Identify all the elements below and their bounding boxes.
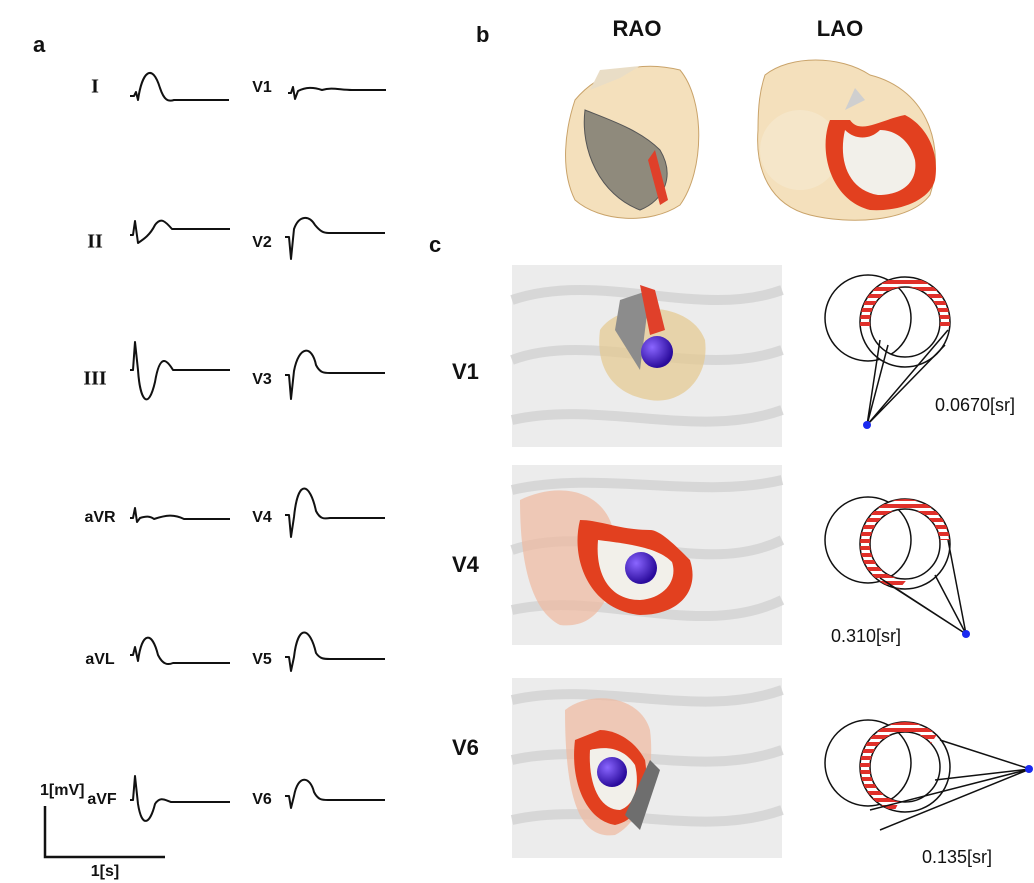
ecg-wave <box>288 87 386 99</box>
scale-voltage: 1[mV] <box>40 782 84 799</box>
torso-view-v1 <box>512 265 782 447</box>
row-lead: V1 <box>452 359 479 384</box>
panel-label: c <box>429 232 441 257</box>
scale-time: 1[s] <box>91 863 119 880</box>
solid-angle: 0.0670[sr] <box>935 395 1015 415</box>
row-lead: V4 <box>452 552 480 577</box>
ecg-wave <box>130 508 230 522</box>
solid-angle-diagram-v1 <box>825 275 950 429</box>
ecg-wave <box>130 73 229 101</box>
precordial-lead-labels: V1 V2 V3 V4 V5 V6 <box>252 79 272 808</box>
heart-lao <box>758 60 936 220</box>
lead-label: II <box>87 231 103 253</box>
solid-angle: 0.135[sr] <box>922 847 992 867</box>
ecg-wave <box>285 351 385 399</box>
lead-label: V4 <box>252 509 272 526</box>
ecg-wave <box>130 776 230 821</box>
torso-view-v6 <box>512 678 782 858</box>
ecg-wave <box>285 489 385 538</box>
lead-label: V5 <box>252 651 272 668</box>
view-label: RAO <box>613 16 662 41</box>
view-label: LAO <box>817 16 863 41</box>
row-lead: V6 <box>452 735 479 760</box>
scale-bar <box>45 806 165 857</box>
ecg-wave <box>285 633 385 672</box>
ecg-wave <box>130 221 230 243</box>
figure: a I II III aVR aVL aVF V1 V2 V3 V4 V5 V6… <box>0 0 1034 883</box>
ecg-wave <box>285 218 385 259</box>
heart-rao <box>566 66 699 218</box>
limb-lead-labels: I II III aVR aVL aVF <box>83 76 117 809</box>
lead-label: aVF <box>87 791 117 808</box>
lead-label: aVL <box>85 651 115 668</box>
lead-label: III <box>83 368 107 390</box>
solid-angle-diagram-v4 <box>825 497 970 638</box>
solid-angle-diagram-v6 <box>825 720 1033 830</box>
panel-label: a <box>33 32 46 57</box>
lead-label: aVR <box>84 509 116 526</box>
ecg-waves <box>130 73 386 821</box>
lead-label: I <box>91 76 99 98</box>
ecg-wave <box>285 780 385 808</box>
lead-label: V6 <box>252 791 272 808</box>
torso-view-v4 <box>512 465 782 645</box>
ecg-wave <box>130 342 230 399</box>
solid-angle: 0.310[sr] <box>831 626 901 646</box>
lead-label: V1 <box>252 79 272 96</box>
ecg-wave <box>130 638 230 664</box>
lead-label: V2 <box>252 234 272 251</box>
panel-label: b <box>476 22 489 47</box>
lead-label: V3 <box>252 371 272 388</box>
